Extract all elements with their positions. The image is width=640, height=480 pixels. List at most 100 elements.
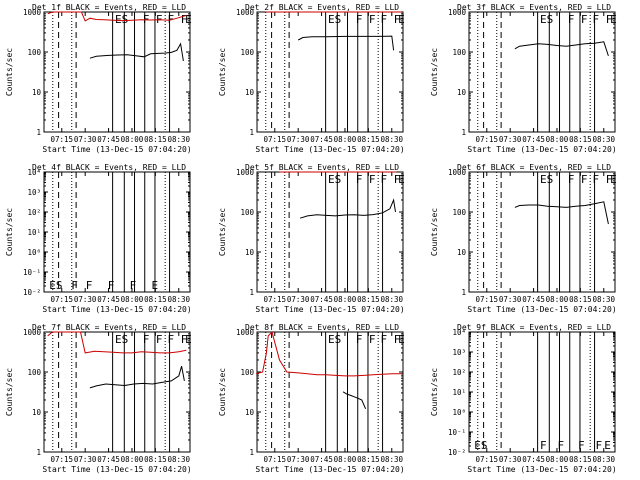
panel-title: Det 1f BLACK = Events, RED = LLD [32, 3, 186, 12]
x-tick-label: 07:15 [475, 295, 498, 304]
x-tick-label: 08:00 [334, 135, 357, 144]
x-tick-label: 07:30 [499, 135, 522, 144]
plot-frame [468, 171, 616, 293]
event-marker: E [185, 13, 192, 26]
event-marker: F [606, 173, 613, 186]
x-tick-label: 07:30 [499, 295, 522, 304]
event-marker: F [143, 333, 150, 346]
x-tick-label: 08:30 [380, 295, 403, 304]
plot-frame [256, 171, 404, 293]
lld-series-line [47, 11, 187, 22]
plot-frame [256, 331, 404, 453]
event-marker: E [604, 439, 611, 452]
x-tick-label: 08:15 [144, 295, 167, 304]
event-marker: F [356, 13, 363, 26]
panel-title: Det 8f BLACK = Events, RED = LLD [245, 323, 399, 332]
y-tick-label: 1 [36, 128, 41, 137]
event-marker: F [394, 333, 401, 346]
event-marker: E [185, 333, 192, 346]
y-tick-label: 1 [461, 288, 466, 297]
y-tick-label: 10² [27, 208, 41, 217]
event-marker: F [369, 173, 376, 186]
y-tick-label: 10⁴ [27, 168, 41, 177]
x-axis-label: Start Time (13-Dec-15 07:04:20) [255, 145, 404, 154]
panel-6: Det 6f BLACK = Events, RED = LLD 1 10 100 10… [430, 163, 617, 314]
x-axis-label: Start Time (13-Dec-15 07:04:20) [467, 305, 616, 314]
x-tick-label: 07:45 [97, 295, 120, 304]
x-tick-label: 08:15 [144, 135, 167, 144]
event-marker: ES [328, 13, 341, 26]
plot-frame [43, 171, 191, 293]
panel-5: Det 5f BLACK = Events, RED = LLD 1 10 100 10… [218, 163, 405, 314]
event-marker: F [381, 13, 388, 26]
y-tick-label: 100 [240, 48, 254, 57]
y-tick-label: 100 [452, 48, 466, 57]
y-tick-label: 1000 [236, 8, 255, 17]
y-tick-label: 1 [249, 288, 254, 297]
y-tick-label: 10⁻² [23, 288, 41, 297]
x-tick-label: 08:00 [334, 295, 357, 304]
event-marker: ES [115, 333, 128, 346]
y-axis-label: Counts/sec [218, 208, 227, 256]
panel-7: Det 7f BLACK = Events, RED = LLD 1 10 100 10… [5, 323, 192, 474]
x-tick-label: 08:00 [121, 295, 144, 304]
panel-title: Det 3f BLACK = Events, RED = LLD [457, 3, 611, 12]
panel-1: Det 1f BLACK = Events, RED = LLD 1 10 100 10… [5, 3, 192, 154]
event-marker: ES [328, 333, 341, 346]
x-tick-label: 07:45 [310, 455, 333, 464]
event-marker: E [398, 13, 405, 26]
x-tick-label: 07:30 [287, 455, 310, 464]
x-tick-label: 08:15 [569, 135, 592, 144]
event-marker: ES [328, 173, 341, 186]
events-series-line [89, 366, 185, 389]
events-series-line [514, 41, 609, 57]
x-axis-label: Start Time (13-Dec-15 07:04:20) [42, 305, 191, 314]
panel-3: Det 3f BLACK = Events, RED = LLD 1 10 100 10… [430, 3, 617, 154]
lld-series-line [47, 331, 187, 354]
events-series-line [342, 391, 367, 409]
x-tick-label: 07:30 [74, 455, 97, 464]
x-tick-label: 07:45 [310, 295, 333, 304]
event-marker: F [394, 173, 401, 186]
panel-title: Det 4f BLACK = Events, RED = LLD [32, 163, 186, 172]
y-tick-label: 10⁻¹ [23, 268, 41, 277]
lld-series-line [255, 331, 402, 377]
x-axis-label: Start Time (13-Dec-15 07:04:20) [255, 465, 404, 474]
x-axis-label: Start Time (13-Dec-15 07:04:20) [467, 145, 616, 154]
x-tick-label: 08:30 [592, 135, 615, 144]
panel-8: Det 8f BLACK = Events, RED = LLD 1 10 100 10… [218, 323, 405, 474]
x-tick-label: 08:30 [592, 295, 615, 304]
y-axis-label: Counts/sec [5, 48, 14, 96]
y-axis-label: Counts/sec [218, 368, 227, 416]
y-tick-label: 100 [452, 208, 466, 217]
y-tick-label: 1000 [23, 8, 42, 17]
x-tick-label: 08:00 [334, 455, 357, 464]
x-tick-label: 08:30 [167, 135, 190, 144]
plot-frame [256, 11, 404, 133]
plot-frame [43, 11, 191, 133]
y-tick-label: 10² [452, 368, 466, 377]
y-tick-label: 100 [240, 208, 254, 217]
y-tick-label: 10 [32, 88, 42, 97]
y-tick-label: 10⁻¹ [448, 428, 466, 437]
y-tick-label: 1 [249, 128, 254, 137]
event-marker: F [581, 173, 588, 186]
y-axis-label: Counts/sec [5, 368, 14, 416]
x-tick-label: 07:30 [287, 295, 310, 304]
x-tick-label: 07:30 [287, 135, 310, 144]
x-tick-label: 08:15 [569, 455, 592, 464]
event-marker: F [86, 279, 93, 292]
event-marker: F [108, 279, 115, 292]
event-marker: F [168, 333, 175, 346]
panel-title: Det 7f BLACK = Events, RED = LLD [32, 323, 186, 332]
x-tick-label: 07:30 [74, 295, 97, 304]
panel-2: Det 2f BLACK = Events, RED = LLD 1 10 100 10… [218, 3, 405, 154]
event-marker: F [593, 173, 600, 186]
y-tick-label: 10 [457, 88, 467, 97]
x-tick-label: 07:15 [475, 455, 498, 464]
events-series-line [299, 198, 396, 219]
x-axis-label: Start Time (13-Dec-15 07:04:20) [467, 465, 616, 474]
y-tick-label: 1 [36, 448, 41, 457]
x-tick-label: 08:30 [592, 455, 615, 464]
x-tick-label: 07:45 [97, 135, 120, 144]
